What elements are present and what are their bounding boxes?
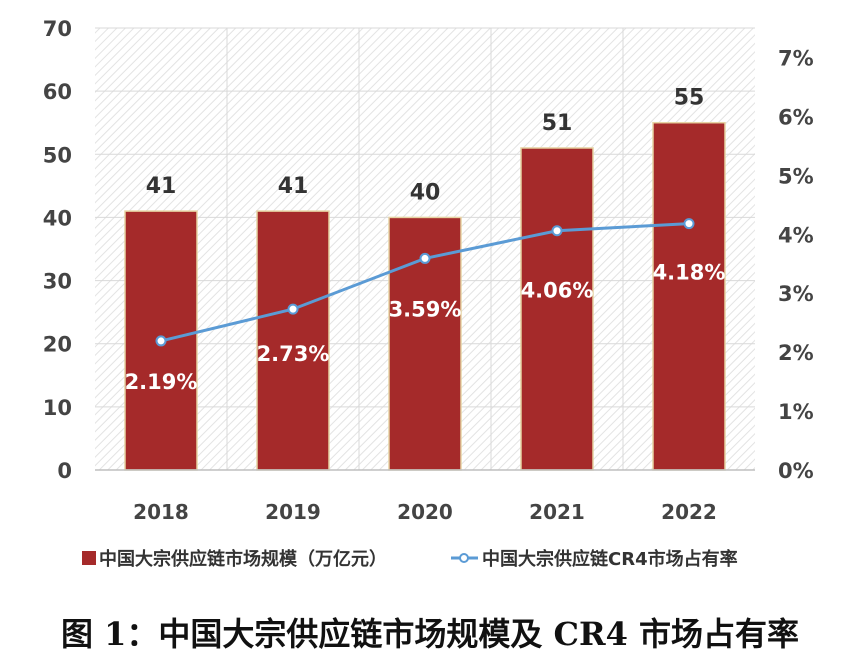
line-value-labels: 2.19% 2.73% 3.59% 4.06% 4.18% bbox=[125, 261, 726, 394]
figure-caption: 图 1：中国大宗供应链市场规模及 CR4 市场占有率 bbox=[61, 615, 799, 653]
line-point bbox=[287, 303, 299, 315]
y2-tick-label: 2% bbox=[778, 341, 814, 365]
y-axis-left: 0 10 20 30 40 50 60 70 bbox=[43, 17, 72, 483]
y-tick-label: 20 bbox=[43, 333, 72, 357]
legend-bar-label: 中国大宗供应链市场规模（万亿元） bbox=[99, 548, 387, 570]
x-tick-label: 2021 bbox=[529, 500, 585, 524]
bar bbox=[652, 121, 726, 471]
line-value-label: 2.19% bbox=[125, 370, 198, 394]
line-point bbox=[155, 335, 167, 347]
line-point bbox=[419, 252, 431, 264]
x-tick-label: 2020 bbox=[397, 500, 453, 524]
y-tick-label: 10 bbox=[43, 396, 72, 420]
legend: 中国大宗供应链市场规模（万亿元） 中国大宗供应链CR4市场占有率 bbox=[82, 548, 738, 570]
y-tick-label: 40 bbox=[43, 206, 72, 230]
y2-tick-label: 0% bbox=[778, 459, 814, 483]
y2-tick-label: 3% bbox=[778, 282, 814, 306]
bar-value-label: 41 bbox=[278, 174, 309, 199]
y2-tick-label: 1% bbox=[778, 400, 814, 424]
y2-tick-label: 5% bbox=[778, 164, 814, 188]
line-value-label: 4.18% bbox=[653, 261, 726, 285]
line-point bbox=[683, 218, 695, 230]
y-axis-right: 0% 1% 2% 3% 4% 5% 6% 7% bbox=[778, 46, 814, 483]
y-tick-label: 30 bbox=[43, 270, 72, 294]
y2-tick-label: 7% bbox=[778, 46, 814, 70]
line-value-label: 4.06% bbox=[521, 279, 594, 303]
x-tick-label: 2018 bbox=[133, 500, 189, 524]
bar-value-labels: 41 41 40 51 55 bbox=[146, 86, 705, 206]
y2-tick-label: 6% bbox=[778, 105, 814, 129]
x-tick-label: 2022 bbox=[661, 500, 717, 524]
bar-series bbox=[124, 121, 726, 471]
y-tick-label: 50 bbox=[43, 143, 72, 167]
bar-value-label: 41 bbox=[146, 174, 177, 199]
bar-value-label: 55 bbox=[674, 86, 705, 111]
legend-line-label: 中国大宗供应链CR4市场占有率 bbox=[482, 548, 738, 570]
bar bbox=[520, 147, 594, 471]
legend-bar-swatch bbox=[82, 551, 96, 565]
x-tick-label: 2019 bbox=[265, 500, 321, 524]
y-tick-label: 70 bbox=[43, 17, 72, 41]
y-tick-label: 60 bbox=[43, 80, 72, 104]
y-tick-label: 0 bbox=[57, 459, 72, 483]
bar-value-label: 40 bbox=[410, 180, 441, 205]
bar-value-label: 51 bbox=[542, 111, 573, 136]
line-series bbox=[155, 218, 695, 347]
x-axis: 2018 2019 2020 2021 2022 bbox=[133, 500, 717, 524]
legend-line-marker bbox=[459, 553, 469, 563]
bar bbox=[256, 210, 330, 471]
line-value-label: 2.73% bbox=[257, 342, 330, 366]
y2-tick-label: 4% bbox=[778, 223, 814, 247]
line-value-label: 3.59% bbox=[389, 297, 462, 321]
line-point bbox=[551, 225, 563, 237]
